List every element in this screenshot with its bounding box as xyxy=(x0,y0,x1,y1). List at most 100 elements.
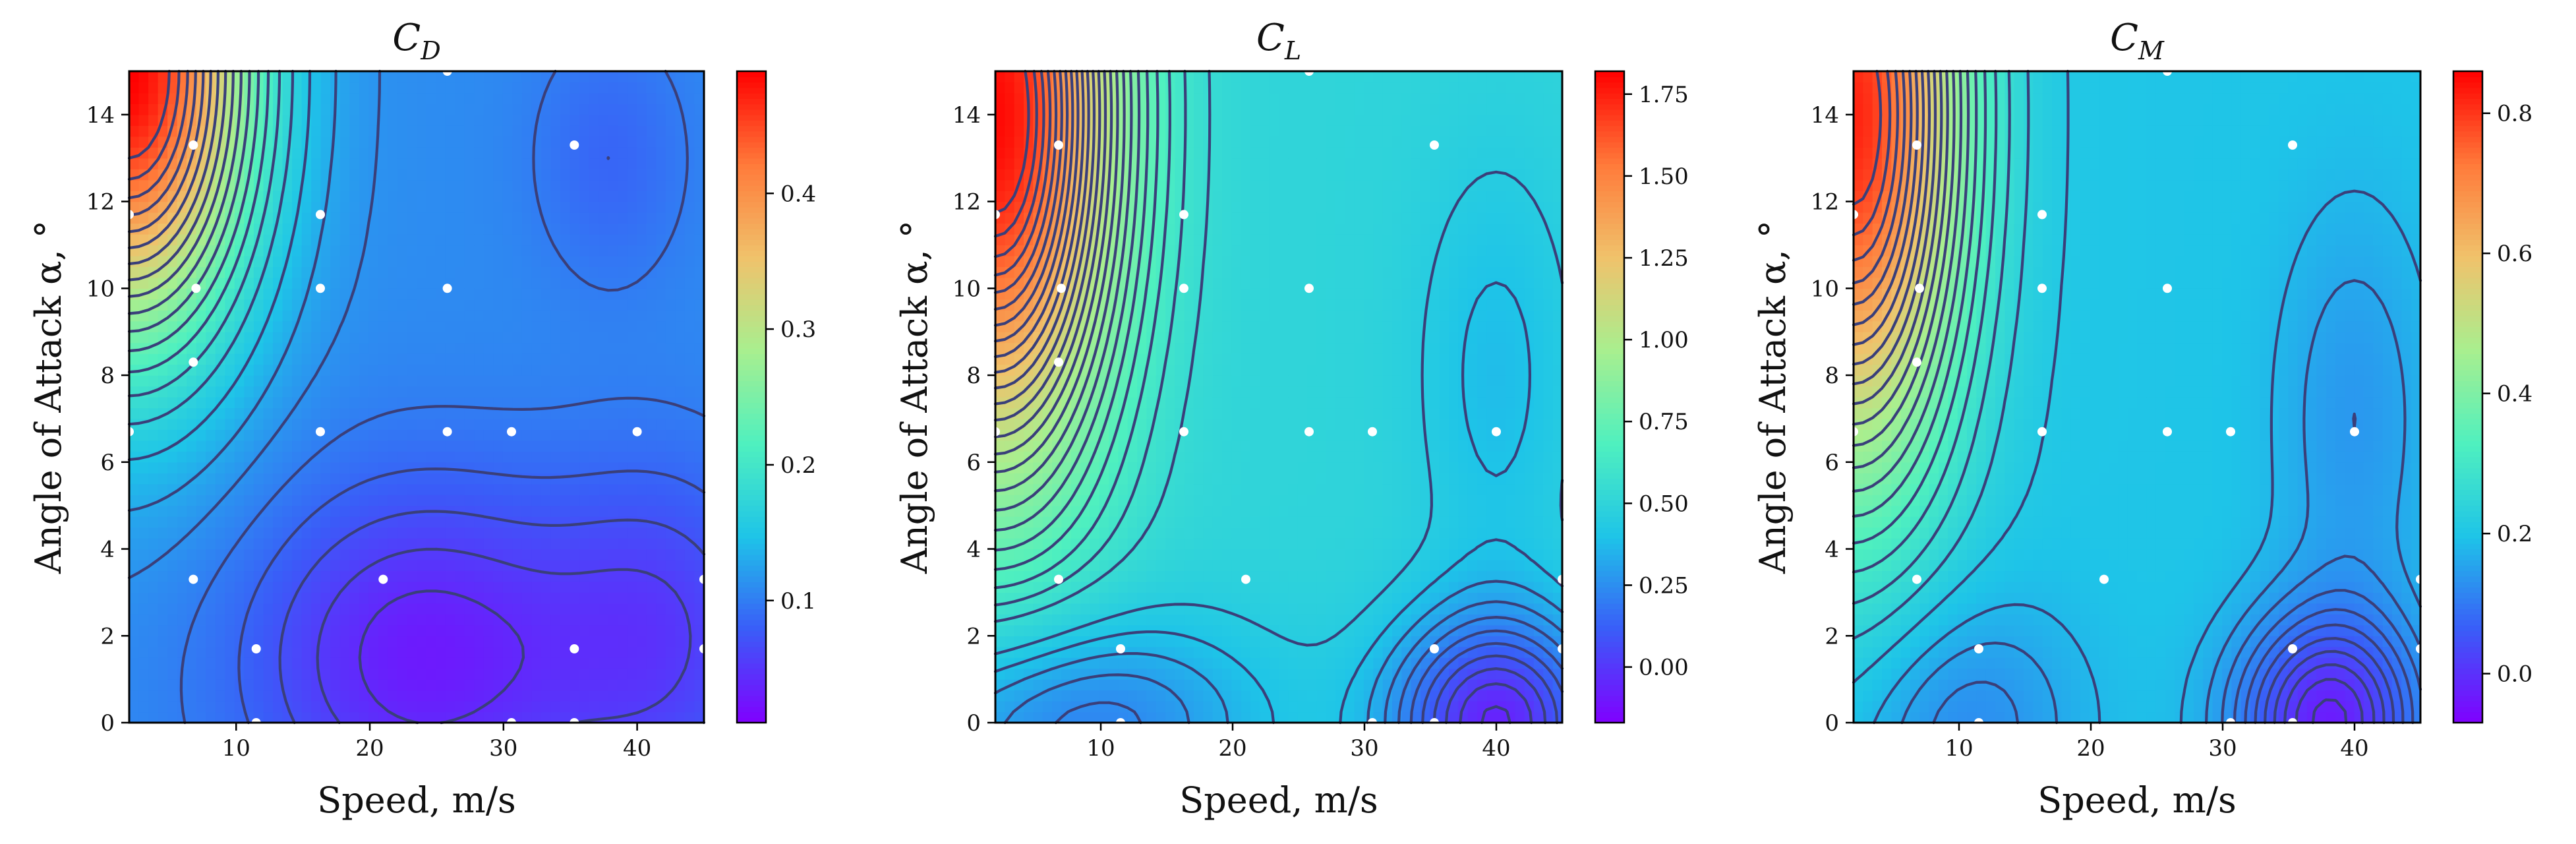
heatmap-cell xyxy=(618,299,628,311)
heatmap-cell xyxy=(1354,592,1364,604)
heatmap-cell xyxy=(1279,679,1289,691)
heatmap-cell xyxy=(1477,570,1487,582)
heatmap-cell xyxy=(436,711,446,723)
heatmap-cell xyxy=(1524,570,1535,582)
heatmap-cell xyxy=(359,114,369,126)
heatmap-cell xyxy=(225,560,235,572)
heatmap-cell xyxy=(1033,679,1043,691)
sample-point xyxy=(570,644,579,653)
heatmap-cell xyxy=(1316,701,1327,713)
heatmap-cell xyxy=(378,299,388,311)
heatmap-cell xyxy=(129,353,140,365)
heatmap-cell xyxy=(339,266,350,278)
x-tick-label: 10 xyxy=(222,735,250,762)
heatmap-cell xyxy=(196,614,206,626)
heatmap-cell xyxy=(665,201,676,213)
heatmap-cell xyxy=(1165,538,1175,550)
heatmap-cell xyxy=(589,603,599,615)
heatmap-cell xyxy=(1175,636,1185,648)
heatmap-cell xyxy=(1061,603,1072,615)
heatmap-cell xyxy=(1241,592,1251,604)
heatmap-cell xyxy=(1165,646,1175,658)
heatmap-cell xyxy=(330,310,341,322)
heatmap-cell xyxy=(684,332,695,344)
heatmap-cell xyxy=(158,516,168,528)
heatmap-cell xyxy=(521,636,532,648)
heatmap-cell xyxy=(417,191,427,202)
heatmap-cell xyxy=(330,288,341,300)
heatmap-cell xyxy=(426,701,436,713)
heatmap-cell xyxy=(349,397,360,409)
heatmap-cell xyxy=(627,451,637,463)
heatmap-cell xyxy=(646,288,657,300)
heatmap-cell xyxy=(531,320,542,332)
heatmap-cell xyxy=(1269,549,1279,560)
heatmap-cell xyxy=(493,255,504,267)
colorbar-segment xyxy=(737,478,766,485)
heatmap-cell xyxy=(330,266,341,278)
heatmap-cell xyxy=(646,440,657,452)
heatmap-cell xyxy=(502,320,513,332)
heatmap-cell xyxy=(339,592,350,604)
heatmap-cell xyxy=(311,418,322,430)
colorbar-segment xyxy=(737,636,766,642)
heatmap-cell xyxy=(330,679,341,691)
heatmap-cell xyxy=(521,570,532,582)
heatmap-cell xyxy=(1061,538,1072,550)
heatmap-cell xyxy=(129,624,140,636)
heatmap-cell xyxy=(426,92,436,104)
heatmap-cell xyxy=(694,310,705,322)
heatmap-cell xyxy=(1194,679,1204,691)
heatmap-cell xyxy=(292,386,303,398)
heatmap-cell xyxy=(215,701,225,713)
heatmap-cell xyxy=(129,646,140,658)
heatmap-cell xyxy=(388,147,398,159)
heatmap-cell xyxy=(129,668,140,680)
heatmap-cell xyxy=(1231,592,1242,604)
heatmap-cell xyxy=(407,538,417,550)
heatmap-cell xyxy=(148,538,159,550)
heatmap-cell xyxy=(570,495,580,506)
heatmap-cell xyxy=(378,711,388,723)
heatmap-cell xyxy=(455,516,465,528)
heatmap-cell xyxy=(521,299,532,311)
heatmap-cell xyxy=(455,266,465,278)
heatmap-cell xyxy=(627,375,637,387)
heatmap-cell xyxy=(455,505,465,517)
heatmap-cell xyxy=(301,592,312,604)
heatmap-cell xyxy=(436,473,446,485)
heatmap-cell xyxy=(234,495,245,506)
heatmap-cell xyxy=(684,560,695,572)
heatmap-cell xyxy=(196,440,206,452)
heatmap-cell xyxy=(368,104,379,115)
heatmap-cell xyxy=(359,104,369,115)
heatmap-cell xyxy=(1279,657,1289,669)
heatmap-cell xyxy=(436,538,446,550)
heatmap-cell xyxy=(1137,505,1147,517)
heatmap-cell xyxy=(579,624,590,636)
heatmap-cell xyxy=(445,245,455,256)
heatmap-cell xyxy=(301,473,312,485)
heatmap-cell xyxy=(521,191,532,202)
heatmap-cell xyxy=(234,560,245,572)
heatmap-cell xyxy=(589,429,599,441)
heatmap-cell xyxy=(627,92,637,104)
heatmap-cell xyxy=(474,353,484,365)
heatmap-cell xyxy=(483,266,494,278)
heatmap-cell xyxy=(1184,549,1194,560)
heatmap-cell xyxy=(1146,636,1157,648)
heatmap-cell xyxy=(1458,592,1469,604)
heatmap-cell xyxy=(1515,679,1525,691)
heatmap-cell xyxy=(292,560,303,572)
heatmap-cell xyxy=(417,310,427,322)
heatmap-cell xyxy=(1042,657,1053,669)
heatmap-cell xyxy=(531,624,542,636)
heatmap-cell xyxy=(512,451,523,463)
sample-point xyxy=(507,427,516,437)
heatmap-cell xyxy=(656,429,666,441)
heatmap-cell xyxy=(656,505,666,517)
heatmap-cell xyxy=(684,440,695,452)
heatmap-cell xyxy=(282,397,293,409)
heatmap-cell xyxy=(1335,527,1345,539)
heatmap-cell xyxy=(493,375,504,387)
